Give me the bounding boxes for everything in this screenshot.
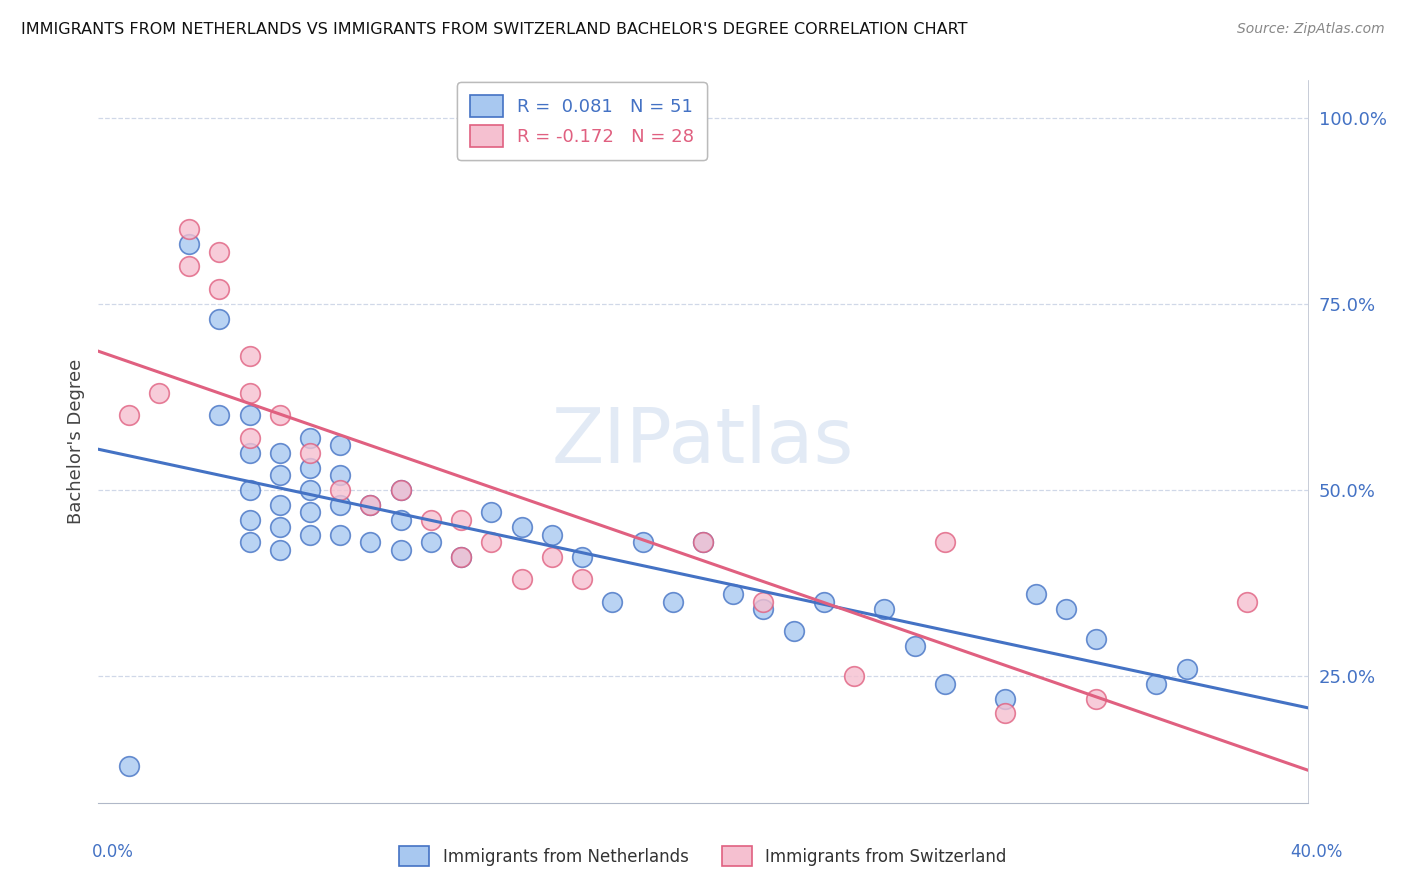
Point	[1085, 691, 1108, 706]
Point	[360, 498, 382, 512]
Point	[692, 535, 714, 549]
Point	[118, 409, 141, 423]
Point	[239, 409, 262, 423]
Point	[148, 386, 170, 401]
Point	[934, 535, 956, 549]
Point	[571, 572, 593, 586]
Point	[360, 498, 382, 512]
Point	[329, 483, 352, 497]
Point	[481, 505, 503, 519]
Point	[904, 640, 927, 654]
Point	[813, 595, 835, 609]
Legend: R =  0.081   N = 51, R = -0.172   N = 28: R = 0.081 N = 51, R = -0.172 N = 28	[457, 82, 707, 160]
Point	[994, 706, 1017, 721]
Point	[269, 498, 291, 512]
Point	[329, 468, 352, 483]
Point	[389, 513, 412, 527]
Point	[269, 542, 291, 557]
Point	[208, 282, 231, 296]
Point	[299, 431, 322, 445]
Point	[934, 676, 956, 690]
Text: 40.0%: 40.0%	[1291, 843, 1343, 861]
Point	[420, 513, 443, 527]
Point	[299, 460, 322, 475]
Point	[450, 513, 472, 527]
Point	[329, 438, 352, 452]
Y-axis label: Bachelor's Degree: Bachelor's Degree	[66, 359, 84, 524]
Text: Source: ZipAtlas.com: Source: ZipAtlas.com	[1237, 22, 1385, 37]
Point	[844, 669, 866, 683]
Point	[571, 549, 593, 564]
Point	[208, 244, 231, 259]
Point	[450, 549, 472, 564]
Point	[873, 602, 896, 616]
Point	[329, 527, 352, 541]
Point	[208, 311, 231, 326]
Point	[602, 595, 624, 609]
Text: 0.0%: 0.0%	[91, 843, 134, 861]
Point	[1054, 602, 1077, 616]
Point	[540, 549, 562, 564]
Point	[1024, 587, 1046, 601]
Point	[239, 513, 262, 527]
Point	[269, 520, 291, 534]
Point	[420, 535, 443, 549]
Point	[239, 431, 262, 445]
Point	[510, 520, 533, 534]
Point	[239, 386, 262, 401]
Text: IMMIGRANTS FROM NETHERLANDS VS IMMIGRANTS FROM SWITZERLAND BACHELOR'S DEGREE COR: IMMIGRANTS FROM NETHERLANDS VS IMMIGRANT…	[21, 22, 967, 37]
Point	[1085, 632, 1108, 646]
Point	[360, 535, 382, 549]
Point	[269, 409, 291, 423]
Point	[752, 595, 775, 609]
Point	[481, 535, 503, 549]
Point	[631, 535, 654, 549]
Point	[994, 691, 1017, 706]
Point	[752, 602, 775, 616]
Text: ZIPatlas: ZIPatlas	[551, 405, 855, 478]
Point	[239, 446, 262, 460]
Point	[661, 595, 683, 609]
Point	[389, 483, 412, 497]
Point	[118, 758, 141, 772]
Point	[239, 349, 262, 363]
Point	[723, 587, 745, 601]
Point	[299, 527, 322, 541]
Point	[1175, 662, 1198, 676]
Point	[299, 446, 322, 460]
Point	[239, 535, 262, 549]
Point	[540, 527, 562, 541]
Point	[510, 572, 533, 586]
Point	[299, 483, 322, 497]
Point	[269, 468, 291, 483]
Point	[389, 542, 412, 557]
Point	[783, 624, 806, 639]
Point	[299, 505, 322, 519]
Point	[692, 535, 714, 549]
Point	[450, 549, 472, 564]
Point	[179, 222, 201, 236]
Point	[1144, 676, 1167, 690]
Point	[269, 446, 291, 460]
Point	[179, 237, 201, 252]
Point	[239, 483, 262, 497]
Point	[208, 409, 231, 423]
Point	[329, 498, 352, 512]
Legend: Immigrants from Netherlands, Immigrants from Switzerland: Immigrants from Netherlands, Immigrants …	[391, 838, 1015, 875]
Point	[179, 260, 201, 274]
Point	[389, 483, 412, 497]
Point	[1236, 595, 1258, 609]
